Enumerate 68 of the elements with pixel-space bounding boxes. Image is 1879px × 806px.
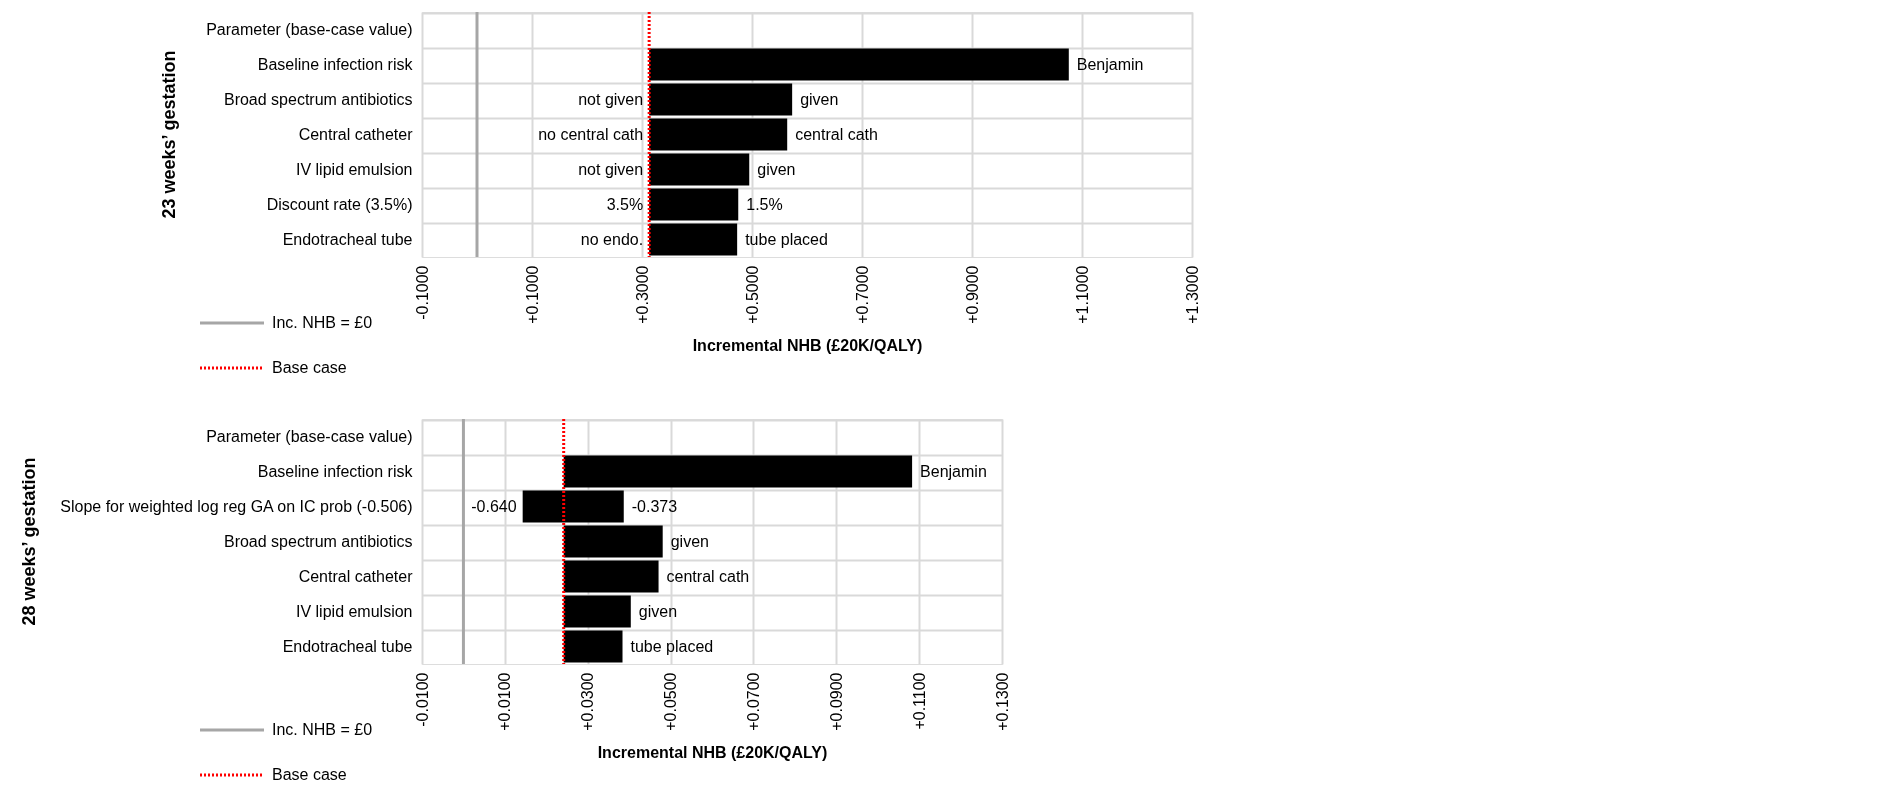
y-tick-label: Broad spectrum antibiotics <box>223 532 413 550</box>
x-tick-label: +0.5000 <box>743 265 761 324</box>
y-tick-label: Central catheter <box>298 125 414 143</box>
annotation: given <box>800 90 839 108</box>
x-tick-label: +0.7000 <box>853 265 871 324</box>
bar <box>649 188 739 221</box>
x-tick-label: -0.0100 <box>413 672 431 727</box>
bar <box>649 118 788 151</box>
y-tick-label: Endotracheal tube <box>282 230 413 248</box>
x-axis-title: Incremental NHB (£20K/QALY) <box>692 336 923 354</box>
annotation: no endo. <box>580 230 644 248</box>
bar <box>563 525 663 558</box>
x-tick-label: +0.0500 <box>662 672 680 731</box>
annotation: central cath <box>795 125 878 143</box>
y-tick-label: Discount rate (3.5%) <box>266 195 413 213</box>
x-tick-label: +1.3000 <box>1183 265 1201 324</box>
annotation: central cath <box>666 567 750 585</box>
y-tick-label: IV lipid emulsion <box>296 160 413 178</box>
legend-label: Base case <box>272 766 347 783</box>
x-axis-title: Incremental NHB (£20K/QALY) <box>597 743 828 761</box>
x-tick-label: +0.0900 <box>827 672 845 731</box>
bar <box>522 490 624 523</box>
x-tick-label: +0.9000 <box>963 265 981 324</box>
annotation: Benjamin <box>1076 55 1144 73</box>
bar <box>563 560 659 593</box>
annotation: -0.373 <box>631 497 678 515</box>
y-tick-label: Parameter (base-case value) <box>206 20 413 38</box>
y-tick-label: Slope for weighted log reg GA on IC prob (-0.506) <box>60 497 413 515</box>
annotation: 1.5% <box>746 195 783 213</box>
annotation: tube placed <box>630 637 714 655</box>
y-tick-label: IV lipid emulsion <box>296 602 413 620</box>
x-tick-label: +0.0100 <box>496 672 514 731</box>
bar <box>649 48 1069 81</box>
x-tick-label: +0.1000 <box>523 265 541 324</box>
bar <box>563 595 631 628</box>
x-tick-label: +0.0700 <box>744 672 762 731</box>
annotation: given <box>757 160 796 178</box>
annotation: given <box>670 532 709 550</box>
bar <box>649 83 793 116</box>
x-tick-label: +1.1000 <box>1073 265 1091 324</box>
text: 28 weeks’ gestation <box>18 457 39 626</box>
x-tick-label: +0.3000 <box>633 265 651 324</box>
annotation: not given <box>578 90 644 108</box>
y-tick-label: Broad spectrum antibiotics <box>223 90 413 108</box>
bar <box>563 630 623 663</box>
legend-label: Inc. NHB = £0 <box>272 721 373 738</box>
y-tick-label: Central catheter <box>298 567 414 585</box>
x-tick-label: -0.1000 <box>413 265 431 320</box>
x-tick-label: +0.0300 <box>579 672 597 731</box>
annotation: given <box>638 602 678 620</box>
annotation: tube placed <box>745 230 828 248</box>
x-tick-label: +0.1300 <box>993 672 1011 731</box>
y-tick-label: Endotracheal tube <box>282 637 413 655</box>
annotation: not given <box>578 160 644 178</box>
bar <box>563 455 913 488</box>
legend-label: Inc. NHB = £0 <box>272 314 373 331</box>
bar <box>649 153 750 186</box>
y-tick-label: Baseline infection risk <box>257 55 414 73</box>
legend-label: Base case <box>272 359 347 376</box>
y-tick-label: Parameter (base-case value) <box>206 427 413 445</box>
annotation: 3.5% <box>606 195 644 213</box>
bar <box>649 223 738 256</box>
y-tick-label: Baseline infection risk <box>257 462 414 480</box>
annotation: Benjamin <box>920 462 987 480</box>
annotation: no central cath <box>538 125 644 143</box>
x-tick-label: +0.1100 <box>910 672 928 730</box>
annotation: -0.640 <box>471 497 517 515</box>
text: 23 weeks’ gestation <box>158 50 179 219</box>
